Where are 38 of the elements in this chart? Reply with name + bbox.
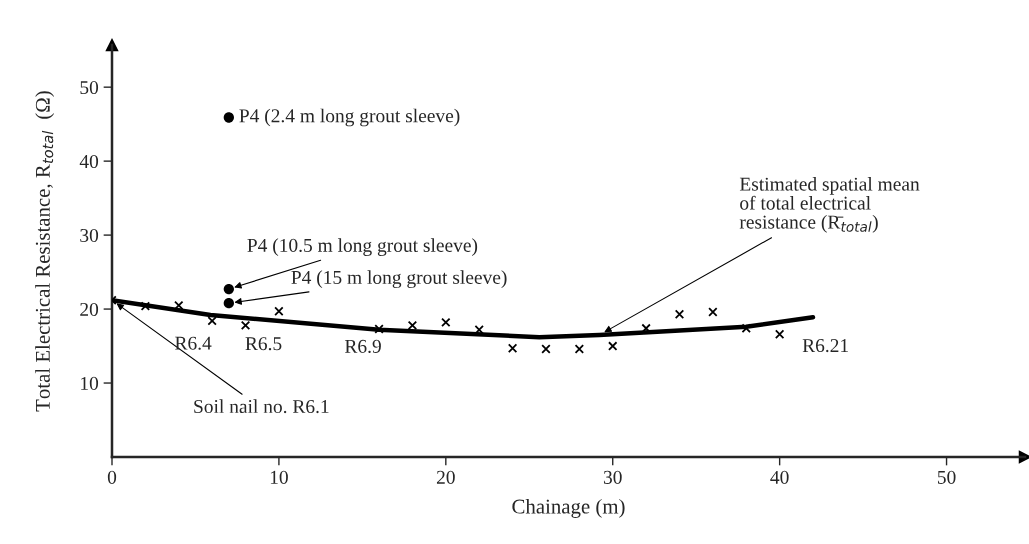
x-tick-label: 40 <box>770 470 789 484</box>
point <box>674 309 685 319</box>
point <box>441 317 451 328</box>
annotation: R6.21 <box>802 339 848 353</box>
point <box>541 344 551 354</box>
annotation: P4 (10.5 m long grout sleeve) <box>247 238 478 256</box>
y-tick-label: 10 <box>81 376 99 390</box>
annotation: Estimated spatial mean of total electrical resistance (R̄$_{total}$) <box>739 177 920 233</box>
point <box>223 298 234 309</box>
x-tick-label: 20 <box>436 470 455 484</box>
y-tick-label: 20 <box>80 302 99 316</box>
point <box>223 283 234 295</box>
annotation: Soil nail no. R6.1 <box>194 399 329 414</box>
point <box>774 329 785 339</box>
point <box>608 341 618 351</box>
x-tick-label: 50 <box>937 470 956 484</box>
point <box>274 306 284 316</box>
point <box>507 343 518 353</box>
point <box>708 307 718 317</box>
annotation: P4 (15 m long grout sleeve) <box>291 270 507 288</box>
x-tick-label: 30 <box>603 470 622 484</box>
y-tick-label: 50 <box>80 80 99 95</box>
point <box>574 344 585 354</box>
point <box>374 324 384 334</box>
point <box>223 112 234 123</box>
annotation: R6.9 <box>344 339 381 353</box>
y-axis-title: Total Electrical Resistance, R$_{total}$ (Ω) <box>35 91 55 412</box>
point <box>407 320 418 331</box>
annotation: P4 (2.4 m long grout sleeve) <box>239 108 460 127</box>
point <box>207 316 217 326</box>
x-tick-label: 10 <box>270 470 288 484</box>
y-tick-label: 40 <box>79 154 99 169</box>
x-tick-label: 0 <box>107 470 117 484</box>
point <box>240 320 251 331</box>
y-tick-label: 30 <box>80 228 99 243</box>
annotation: R6.4 <box>175 336 212 350</box>
x-axis-title: Chainage (m) <box>512 498 625 518</box>
annotation: R6.5 <box>245 337 282 351</box>
